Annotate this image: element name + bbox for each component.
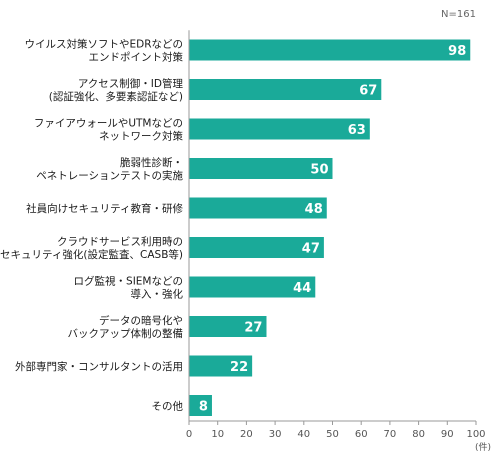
category-label-line: 外部専門家・コンサルタントの活用 bbox=[15, 360, 183, 373]
x-tick-label: 50 bbox=[326, 429, 339, 440]
bar-value-label: 63 bbox=[348, 123, 366, 138]
bar bbox=[189, 395, 212, 416]
category-label-line: エンドポイント対策 bbox=[89, 51, 184, 64]
axis-unit-label: (件) bbox=[475, 441, 491, 453]
x-tick-label: 80 bbox=[412, 429, 425, 440]
x-tick-label: 40 bbox=[297, 429, 310, 440]
category-label: データの暗号化やバックアップ体制の整備 bbox=[68, 314, 184, 340]
bar-value-label: 50 bbox=[310, 163, 328, 178]
value-labels: 98 67 63 50 48 47 44 27 22 8 bbox=[199, 44, 466, 415]
sample-size-note: N=161 bbox=[441, 9, 476, 20]
bar bbox=[189, 158, 333, 179]
category-label-line: アクセス制御・ID管理 bbox=[78, 77, 184, 90]
bar-value-label: 27 bbox=[244, 321, 262, 336]
x-tick-label: 60 bbox=[355, 429, 368, 440]
category-label: ファイアウォールやUTMなどのネットワーク対策 bbox=[34, 118, 184, 143]
bar bbox=[189, 237, 324, 258]
bar bbox=[189, 276, 316, 298]
category-label-line: (認証強化、多要素認証など) bbox=[49, 90, 183, 103]
x-tick-label: 10 bbox=[211, 429, 224, 440]
category-label: ログ監視・SIEMなどの導入・強化 bbox=[74, 275, 184, 301]
category-label-line: 脆弱性診断・ bbox=[120, 156, 183, 169]
bar-value-label: 44 bbox=[293, 281, 311, 296]
bar-value-label: 48 bbox=[305, 202, 323, 217]
bar-value-label: 67 bbox=[359, 84, 377, 99]
category-label: アクセス制御・ID管理(認証強化、多要素認証など) bbox=[49, 77, 184, 103]
bar bbox=[189, 197, 327, 219]
category-label: その他 bbox=[152, 400, 184, 413]
category-label: クラウドサービス利用時のセキュリティ強化(設定監査、CASB等) bbox=[0, 236, 183, 261]
bar-value-label: 22 bbox=[230, 360, 248, 375]
bar bbox=[189, 355, 253, 377]
x-tick-label: 30 bbox=[269, 429, 282, 440]
category-label-line: セキュリティ強化(設定監査、CASB等) bbox=[0, 248, 183, 261]
bar bbox=[189, 118, 370, 140]
x-axis: 0 10 20 30 40 50 60 70 80 90 100 bbox=[186, 30, 486, 440]
x-tick-label: 0 bbox=[186, 429, 192, 440]
bar bbox=[189, 39, 471, 61]
bar-value-label: 47 bbox=[302, 242, 320, 257]
category-label-line: ファイアウォールやUTMなどの bbox=[34, 118, 183, 130]
bar bbox=[189, 316, 267, 337]
category-label: ウイルス対策ソフトやEDRなどのエンドポイント対策 bbox=[24, 38, 183, 64]
category-label-line: データの暗号化や bbox=[99, 314, 183, 327]
x-tick-label: 90 bbox=[441, 429, 454, 440]
category-label-line: ネットワーク対策 bbox=[99, 130, 183, 143]
x-tick-label: 20 bbox=[240, 429, 253, 440]
category-label-line: バックアップ体制の整備 bbox=[68, 327, 184, 340]
bar-value-label: 98 bbox=[448, 44, 466, 59]
category-label-line: ウイルス対策ソフトやEDRなどの bbox=[24, 38, 183, 51]
category-label-line: 社員向けセキュリティ教育・研修 bbox=[26, 202, 183, 215]
category-label-line: ペネトレーションテストの実施 bbox=[36, 169, 183, 182]
bar bbox=[189, 79, 382, 100]
category-label-line: ログ監視・SIEMなどの bbox=[74, 275, 183, 288]
bar-value-label: 8 bbox=[199, 400, 208, 415]
category-label-line: 導入・強化 bbox=[131, 288, 184, 301]
x-tick-label: 100 bbox=[466, 429, 485, 440]
category-label: 社員向けセキュリティ教育・研修 bbox=[26, 202, 183, 215]
category-labels: ウイルス対策ソフトやEDRなどのエンドポイント対策アクセス制御・ID管理(認証強… bbox=[0, 38, 183, 413]
x-tick-label: 70 bbox=[384, 429, 397, 440]
category-label: 脆弱性診断・ペネトレーションテストの実施 bbox=[36, 156, 183, 182]
category-label-line: クラウドサービス利用時の bbox=[57, 236, 183, 248]
category-label-line: その他 bbox=[152, 400, 184, 413]
category-label: 外部専門家・コンサルタントの活用 bbox=[15, 360, 183, 373]
bars bbox=[189, 39, 471, 416]
